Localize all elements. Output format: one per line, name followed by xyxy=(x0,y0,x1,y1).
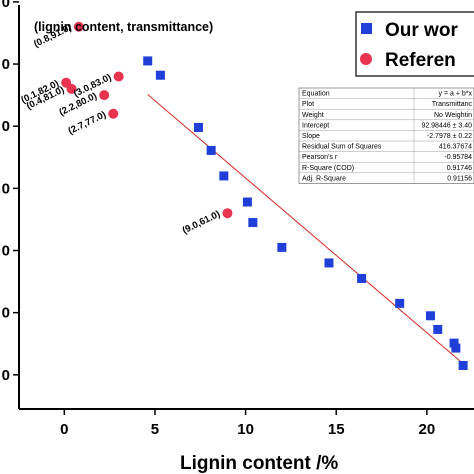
legend-circle-marker xyxy=(360,53,372,65)
our-work-point xyxy=(143,56,153,66)
stats-row-label: Pearson's r xyxy=(302,154,338,161)
x-axis-title: Lignin content /% xyxy=(180,453,338,474)
stats-row-label: Adj. R-Square xyxy=(302,175,346,182)
stats-row-label: Slope xyxy=(302,133,320,140)
reference-point xyxy=(66,83,77,94)
reference-point xyxy=(108,108,119,119)
stats-row-value: 0.91746 xyxy=(447,165,472,172)
y-tick-label: 0 xyxy=(2,243,10,260)
stats-row-value: Transmittanc xyxy=(432,101,473,108)
our-work-point xyxy=(277,242,287,252)
our-work-point xyxy=(206,145,216,155)
our-work-point xyxy=(433,324,443,334)
legend-square-marker xyxy=(361,23,372,34)
legend-label-reference: Referen xyxy=(385,50,456,71)
stats-row-value: No Weightin xyxy=(434,112,472,119)
reference-point-label: (2.7,77.0) xyxy=(67,109,108,137)
stats-row-label: Equation xyxy=(302,91,330,98)
stats-row-label: R-Square (COD) xyxy=(302,165,354,172)
legend-box xyxy=(355,11,474,77)
plot-title: (lignin content, transmittance) xyxy=(34,20,213,34)
regression-stats-table: Equation y = a + b*x Plot Transmittanc Weigh… xyxy=(298,87,474,184)
x-tick-label: 0 xyxy=(60,421,68,438)
our-work-point xyxy=(155,70,165,80)
our-work-point xyxy=(193,122,203,132)
x-tick-label: 10 xyxy=(237,421,254,438)
our-work-point xyxy=(242,197,252,207)
stats-row-value: y = a + b*x xyxy=(439,91,473,98)
our-work-point xyxy=(357,273,367,283)
stats-row-label: Intercept xyxy=(302,122,329,129)
reference-point xyxy=(222,208,233,219)
legend-label-our-work: Our wor xyxy=(385,20,458,41)
point-labels: (0.8,91.0)(0.1,82.0)(0.4,81.0) (3.0,83.0)… xyxy=(19,22,222,236)
stats-row-value: 0.91156 xyxy=(447,175,472,182)
y-tick-label: 0 xyxy=(2,367,10,384)
y-tick-label: 0 xyxy=(2,118,10,135)
stats-row-value: 92.98446 ± 3.40 xyxy=(421,122,472,129)
axis-ticks: 0 5 10 15 20 0 0 0 0 0 0 0 xyxy=(2,0,436,438)
linear-fit-line xyxy=(147,94,468,368)
x-tick-label: 15 xyxy=(328,421,345,438)
our-work-point xyxy=(451,343,461,353)
reference-point xyxy=(99,90,110,101)
stats-row-value: -2.7978 ± 0.22 xyxy=(427,133,472,140)
y-tick-label: 0 xyxy=(2,180,10,197)
stats-table-box xyxy=(298,87,474,184)
our-work-point xyxy=(458,360,468,370)
y-tick-label: 0 xyxy=(2,56,10,73)
data-points xyxy=(61,21,468,370)
stats-row-label: Weight xyxy=(302,112,324,119)
our-work-point xyxy=(395,298,405,308)
fit-line-layer xyxy=(147,94,468,368)
stats-row-label: Plot xyxy=(302,101,314,108)
reference-point xyxy=(73,21,84,32)
our-work-point xyxy=(324,258,334,268)
stats-row-value: 416.37674 xyxy=(439,144,472,151)
our-work-point xyxy=(425,311,435,321)
stats-row-label: Residual Sum of Squares xyxy=(302,144,382,151)
our-work-point xyxy=(248,218,258,228)
x-tick-label: 20 xyxy=(419,421,436,438)
y-tick-label: 0 xyxy=(2,305,10,322)
reference-point xyxy=(113,71,124,82)
legend: Our wor Referen xyxy=(355,11,474,77)
our-work-point xyxy=(449,338,459,348)
our-work-point xyxy=(219,171,229,181)
stats-row-value: -0.95784 xyxy=(444,154,472,161)
y-tick-label: 0 xyxy=(2,0,10,11)
reference-point-label: (9.0,61.0) xyxy=(181,209,222,237)
x-tick-label: 5 xyxy=(151,421,159,438)
